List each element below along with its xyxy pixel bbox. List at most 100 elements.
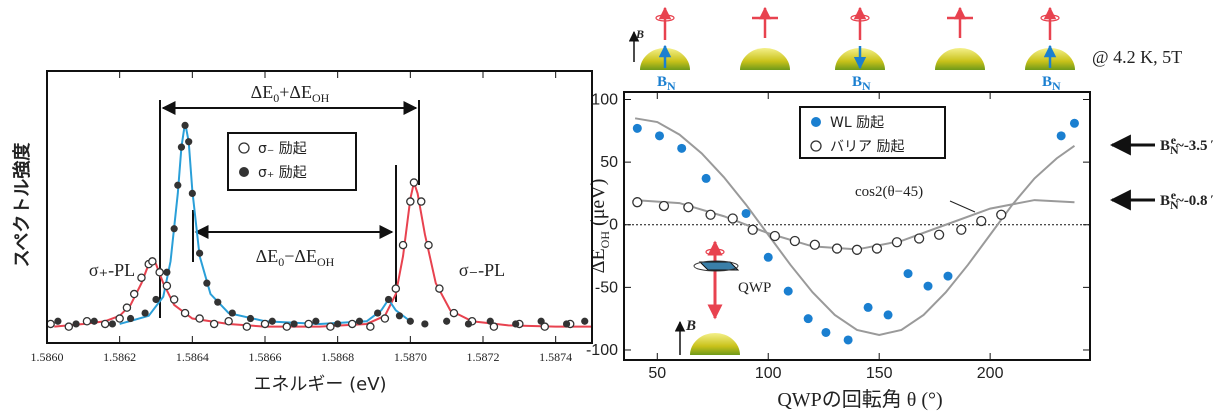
plot-frame xyxy=(46,70,593,344)
data-point xyxy=(391,284,401,293)
bn-label: BN xyxy=(852,74,871,93)
rotation xyxy=(655,14,675,22)
annotation: σ₊-PL xyxy=(89,260,135,280)
data-point xyxy=(141,309,149,317)
data-point xyxy=(883,310,893,320)
data-point xyxy=(100,319,110,329)
x-tick-label: 1.5874 xyxy=(539,350,572,364)
data-point xyxy=(398,240,408,250)
field-markers xyxy=(1109,134,1155,211)
data-point xyxy=(976,215,987,227)
data-point xyxy=(209,319,219,329)
data-point xyxy=(632,123,642,133)
data-point xyxy=(956,224,967,235)
qwp-label: QWP xyxy=(738,280,771,296)
data-point xyxy=(347,319,357,329)
data-point xyxy=(170,225,178,233)
legend-box xyxy=(227,132,357,191)
data-point xyxy=(177,143,186,151)
data-point xyxy=(162,281,172,291)
data-point xyxy=(632,197,643,208)
data-point xyxy=(424,240,433,250)
dome xyxy=(740,48,790,70)
x-tick-label: 1.5868 xyxy=(321,350,354,364)
y-tick-label: 50 xyxy=(600,154,618,171)
plot-frame xyxy=(623,91,1091,361)
annotation: ΔE0+ΔEOH xyxy=(251,82,330,105)
data-point xyxy=(903,269,913,279)
field-label: BNe~-3.5 T xyxy=(1160,133,1213,157)
data-point xyxy=(64,322,74,331)
dome xyxy=(935,48,985,70)
data-point xyxy=(46,319,55,329)
data-point xyxy=(443,317,451,325)
legend-label: σ₋ 励起 xyxy=(258,141,307,157)
data-point xyxy=(435,284,444,293)
data-point xyxy=(174,181,182,189)
x-tick-label: 1.5866 xyxy=(249,350,282,364)
rotation xyxy=(693,260,739,272)
legend-box xyxy=(799,106,946,159)
data-point xyxy=(326,322,335,331)
data-point xyxy=(913,233,925,244)
data-point xyxy=(996,209,1007,220)
data-point xyxy=(82,316,92,326)
data-point xyxy=(655,131,665,141)
data-point xyxy=(137,273,146,282)
data-point xyxy=(148,257,157,266)
data-point xyxy=(122,303,132,312)
y-tick-label: -100 xyxy=(586,342,618,359)
legend-label: σ₊ 励起 xyxy=(258,165,307,181)
plot-area xyxy=(46,121,592,331)
data-point xyxy=(789,235,801,247)
data-point xyxy=(246,314,255,323)
plot-area xyxy=(632,117,1079,345)
data-point xyxy=(783,286,793,296)
data-point xyxy=(891,237,903,248)
data-point xyxy=(863,302,873,312)
data-point xyxy=(260,319,270,329)
field-symbol: B xyxy=(635,27,644,41)
data-point xyxy=(228,309,236,317)
leader-line xyxy=(949,200,976,213)
data-point xyxy=(537,317,545,325)
data-point xyxy=(683,202,694,213)
data-point xyxy=(195,314,204,323)
legend-marker xyxy=(810,140,822,152)
data-point xyxy=(282,322,292,331)
x-tick-label: 1.5870 xyxy=(394,350,427,364)
x-tick-label: 1.5872 xyxy=(467,350,500,364)
bn-label: BN xyxy=(657,74,676,93)
data-point xyxy=(1069,118,1079,128)
data-point xyxy=(809,239,820,250)
data-point xyxy=(406,197,415,206)
annotation: cos2(θ−45) xyxy=(855,184,923,200)
data-point xyxy=(290,320,298,328)
data-point xyxy=(196,249,204,257)
data-point xyxy=(769,230,781,242)
data-point xyxy=(304,319,313,329)
data-point xyxy=(115,314,124,323)
x-tick-label: 150 xyxy=(866,365,893,382)
data-point xyxy=(803,314,813,324)
data-point xyxy=(705,209,716,220)
bn-label: BN xyxy=(1042,74,1061,93)
legend-marker xyxy=(239,167,249,177)
field-symbol: B xyxy=(685,318,696,334)
dome xyxy=(690,333,740,355)
annotation: σ₋-PL xyxy=(459,260,505,280)
data-point xyxy=(203,279,211,287)
qwp-plate xyxy=(698,261,740,271)
data-point xyxy=(409,178,419,187)
data-point xyxy=(72,320,80,328)
data-point xyxy=(185,138,193,146)
legend-label: WL 励起 xyxy=(830,115,884,131)
legend-marker xyxy=(238,142,250,154)
data-point xyxy=(831,243,843,254)
y-axis-label: スペクトル強度 xyxy=(11,142,33,268)
data-point xyxy=(489,322,499,331)
field-label: BNe~-0.8 T xyxy=(1160,188,1213,212)
x-axis-label: エネルギー (eV) xyxy=(253,374,386,395)
